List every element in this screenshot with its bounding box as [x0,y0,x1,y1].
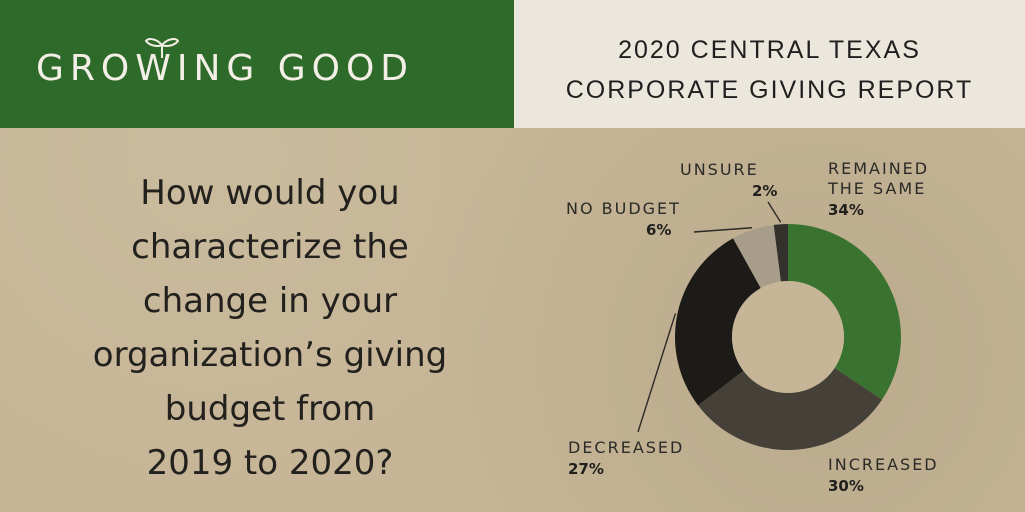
leader-line [693,227,753,233]
donut-hole [732,281,844,393]
slice-label: INCREASED [828,455,939,474]
report-title-line-1: 2020 CENTRAL TEXAS [618,36,921,64]
slice-percent-label: 6% [646,221,671,239]
question-line: change in your [142,281,398,321]
slice-percent-label: 27% [568,460,604,478]
brand-logo-text: GROWING GOOD [36,48,415,89]
report-title-banner [514,0,1025,128]
slice-label: DECREASED [568,438,684,457]
leader-line [767,201,782,223]
slice-percent-label: 30% [828,477,864,495]
donut-slice-no-budget [733,224,781,289]
slice-label: THE SAME [827,179,926,198]
donut-slice-decreased [675,238,761,406]
donut-slice-unsure [773,224,788,282]
report-title: 2020 CENTRAL TEXAS CORPORATE GIVING REPO… [514,30,1025,110]
leader-line [637,313,677,433]
question-line: 2019 to 2020? [146,443,394,483]
report-title-line-2: CORPORATE GIVING REPORT [565,76,974,104]
question-line: characterize the [131,227,409,267]
question-line: budget from [164,389,376,429]
slice-label: UNSURE [680,160,759,179]
sprout-icon [144,38,180,58]
slice-percent-label: 34% [828,201,864,219]
question-line: How would you [140,173,400,213]
slice-label: NO BUDGET [566,199,681,218]
donut-slice-increased [698,368,883,450]
brand-banner: GROWING GOOD [0,0,514,128]
survey-question: How would you characterize the change in… [20,166,520,490]
donut-slice-remained-the-same [788,224,901,400]
slice-percent-label: 2% [752,182,777,200]
question-line: organization’s giving [92,335,448,375]
slice-label: REMAINED [828,159,929,178]
